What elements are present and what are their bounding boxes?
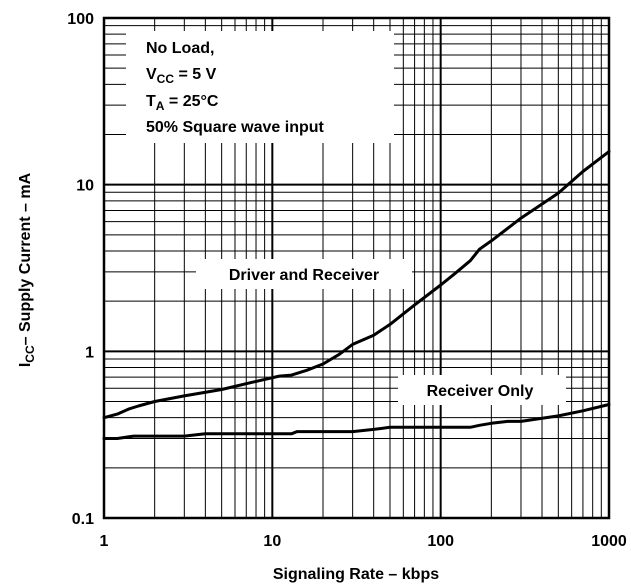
tick-labels: 1 10 100 1000 0.1 1 10 100 (67, 11, 627, 550)
y-tick-label: 10 (76, 178, 94, 195)
y-tick-label: 100 (67, 11, 94, 28)
y-axis-title: ICC– Supply Current – mA (17, 172, 37, 367)
conditions-background (126, 31, 394, 143)
x-tick-label: 1 (100, 533, 109, 550)
x-axis-title: Signaling Rate – kbps (273, 566, 439, 583)
series-label-driver-and-receiver: Driver and Receiver (229, 267, 379, 284)
series-line-driver-and-receiver (102, 150, 611, 420)
condition-load: No Load, (146, 40, 214, 57)
series-label-receiver-background (398, 375, 566, 405)
condition-vcc: VCC = 5 V (146, 66, 217, 86)
series-label-receiver-only: Receiver Only (427, 383, 534, 400)
series-label-receiver-group: Receiver Only (398, 375, 566, 405)
conditions-box: No Load, VCC = 5 V TA = 25°C 50% Square … (126, 31, 394, 143)
y-tick-label: 0.1 (72, 511, 94, 528)
x-tick-label: 10 (263, 533, 281, 550)
plot-frame (102, 16, 611, 520)
series-layer (102, 150, 611, 440)
series-label-driver-group: Driver and Receiver (196, 259, 412, 289)
y-tick-label: 1 (85, 344, 94, 361)
condition-ta: TA = 25°C (146, 93, 219, 113)
x-tick-label: 100 (427, 533, 454, 550)
series-line-receiver-only (102, 403, 611, 440)
condition-input: 50% Square wave input (146, 119, 325, 136)
x-tick-label: 1000 (591, 533, 627, 550)
series-label-driver-background (196, 259, 412, 289)
